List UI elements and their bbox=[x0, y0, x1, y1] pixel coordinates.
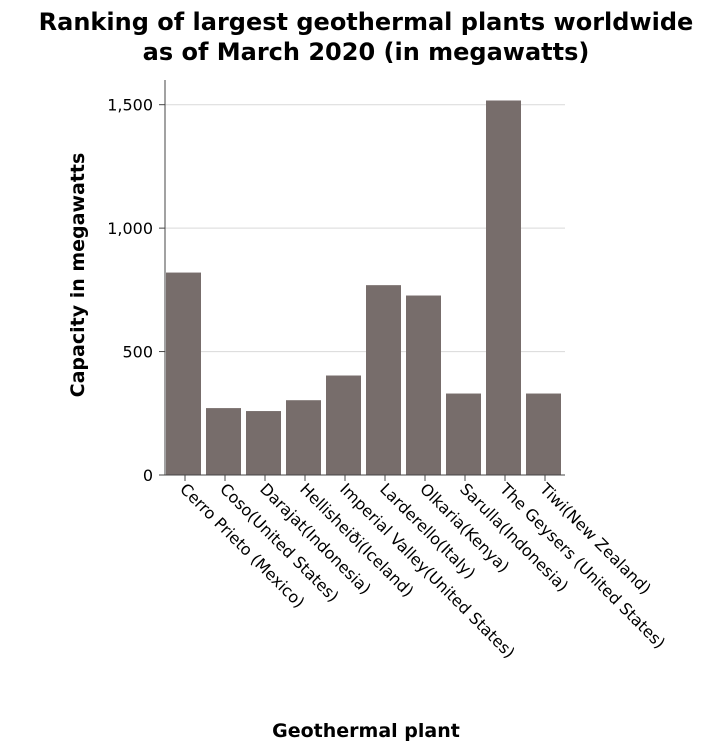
x-tick-labels: Cerro Prieto (Mexico)Coso(United States)… bbox=[176, 479, 669, 662]
y-tick-label: 1,500 bbox=[107, 96, 153, 115]
bar bbox=[366, 285, 401, 475]
x-axis-label: Geothermal plant bbox=[272, 720, 460, 742]
y-tick-labels: 0 500 1,000 1,500 bbox=[107, 96, 153, 485]
y-tick-label: 1,000 bbox=[107, 219, 153, 238]
bar bbox=[406, 295, 441, 475]
x-tick-label: The Geysers (United States) bbox=[495, 479, 669, 653]
bar bbox=[526, 393, 561, 475]
y-tick-label: 500 bbox=[122, 343, 153, 362]
chart-title-line-2: as of March 2020 (in megawatts) bbox=[143, 38, 590, 66]
y-tick-label: 0 bbox=[143, 466, 153, 485]
bar bbox=[486, 100, 521, 475]
bars bbox=[166, 100, 561, 475]
chart-title-line-1: Ranking of largest geothermal plants wor… bbox=[39, 8, 694, 36]
bar bbox=[206, 408, 241, 475]
bar bbox=[166, 272, 201, 475]
axes bbox=[159, 80, 565, 481]
bar bbox=[446, 393, 481, 475]
bar bbox=[326, 375, 361, 475]
y-axis-label: Capacity in megawatts bbox=[67, 153, 89, 398]
bar bbox=[246, 411, 281, 475]
bar bbox=[286, 400, 321, 475]
